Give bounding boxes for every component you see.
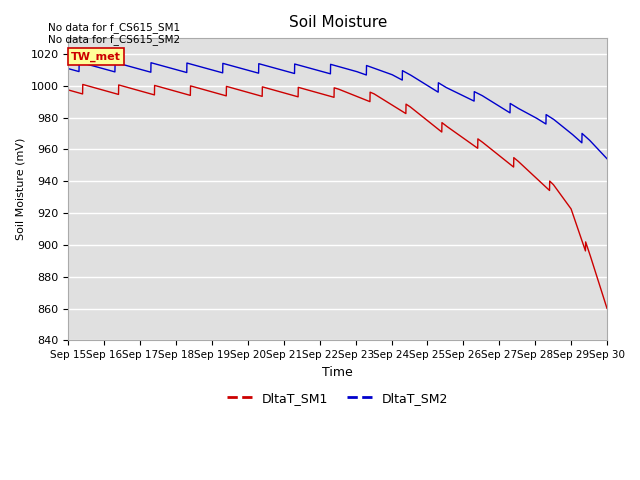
DltaT_SM1 xyxy=(294,84,302,90)
DltaT_SM1 xyxy=(126,85,134,91)
DltaT_SM2 xyxy=(65,66,72,72)
DltaT_SM1 xyxy=(535,178,543,183)
Y-axis label: Soil Moisture (mV): Soil Moisture (mV) xyxy=(15,138,25,240)
DltaT_SM1 xyxy=(593,273,600,278)
DltaT_SM1 xyxy=(65,87,72,93)
Title: Soil Moisture: Soil Moisture xyxy=(289,15,387,30)
DltaT_SM1 xyxy=(271,87,279,93)
DltaT_SM2 xyxy=(593,145,600,151)
DltaT_SM2 xyxy=(76,59,83,65)
Line: DltaT_SM1: DltaT_SM1 xyxy=(68,84,607,308)
DltaT_SM2 xyxy=(535,117,543,122)
Legend: DltaT_SM1, DltaT_SM2: DltaT_SM1, DltaT_SM2 xyxy=(222,387,454,410)
DltaT_SM2 xyxy=(271,65,279,71)
DltaT_SM1 xyxy=(158,84,166,90)
Text: TW_met: TW_met xyxy=(71,52,121,62)
Text: No data for f_CS615_SM2: No data for f_CS615_SM2 xyxy=(48,34,180,45)
Line: DltaT_SM2: DltaT_SM2 xyxy=(68,62,607,159)
DltaT_SM2 xyxy=(158,63,166,69)
DltaT_SM1 xyxy=(79,82,86,87)
DltaT_SM1 xyxy=(603,305,611,311)
DltaT_SM2 xyxy=(294,62,302,68)
DltaT_SM2 xyxy=(126,64,134,70)
Text: No data for f_CS615_SM1: No data for f_CS615_SM1 xyxy=(48,22,180,33)
X-axis label: Time: Time xyxy=(323,366,353,379)
DltaT_SM2 xyxy=(603,156,611,162)
